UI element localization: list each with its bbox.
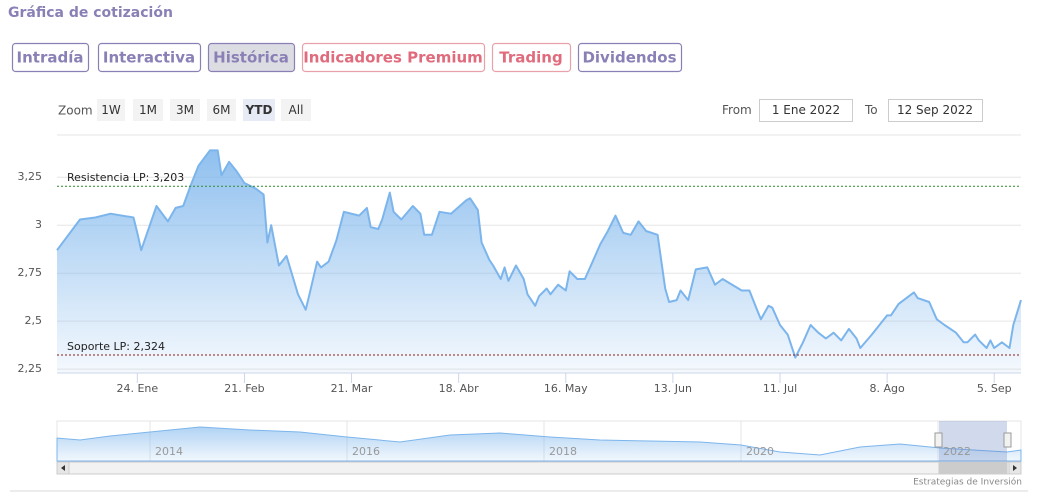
arrow-left bbox=[61, 465, 65, 471]
zoom-button-label: 6M bbox=[213, 103, 231, 117]
tab[interactable] bbox=[301, 42, 486, 73]
tab-label[interactable]: Intradía bbox=[17, 49, 84, 67]
x-tick-label: 24. Ene bbox=[116, 382, 158, 395]
navigator-selection[interactable] bbox=[939, 421, 1007, 461]
zoom-button-label: 1W bbox=[101, 103, 121, 117]
arrow-right bbox=[1013, 465, 1017, 471]
from-value: 1 Ene 2022 bbox=[772, 103, 840, 117]
x-tick-label: 13. Jun bbox=[654, 382, 692, 395]
zoom-button[interactable] bbox=[243, 99, 275, 121]
x-tick-label: 21. Feb bbox=[224, 382, 264, 395]
plot-line-label: Soporte LP: 2,324 bbox=[67, 340, 165, 353]
zoom-label: Zoom bbox=[58, 104, 93, 118]
navigator-label: 2022 bbox=[943, 445, 971, 458]
navigator-label: 2014 bbox=[155, 445, 183, 458]
scroll-thumb[interactable] bbox=[938, 461, 1008, 475]
plot-line-label: Resistencia LP: 3,203 bbox=[67, 171, 184, 184]
navigator: 2014 2016 2018 2020 2022 bbox=[56, 420, 1022, 475]
x-tick-label: 8. Ago bbox=[869, 382, 904, 395]
x-tick-label: 16. May bbox=[544, 382, 588, 395]
zoom-button-label: YTD bbox=[245, 103, 273, 117]
tab[interactable] bbox=[97, 42, 202, 73]
price-area bbox=[57, 150, 1021, 373]
y-tick-label: 3 bbox=[35, 218, 42, 231]
navigator-label: 2020 bbox=[746, 445, 774, 458]
y-tick-label: 2,75 bbox=[18, 266, 43, 279]
x-tick-label: 18. Abr bbox=[439, 382, 479, 395]
y-tick-label: 2,5 bbox=[25, 314, 43, 327]
x-tick-label: 21. Mar bbox=[331, 382, 373, 395]
navigator-handle[interactable] bbox=[934, 432, 943, 448]
from-input[interactable] bbox=[759, 99, 853, 122]
tab[interactable] bbox=[491, 42, 572, 73]
zoom-button-label: All bbox=[289, 103, 304, 117]
zoom-button[interactable] bbox=[97, 99, 125, 121]
tab-label[interactable]: Interactiva bbox=[103, 49, 195, 67]
from-label: From bbox=[722, 103, 752, 117]
to-value: 12 Sep 2022 bbox=[897, 103, 973, 117]
tab[interactable] bbox=[577, 42, 683, 73]
zoom-button-label: 3M bbox=[176, 103, 194, 117]
zoom-button[interactable] bbox=[133, 99, 163, 121]
zoom-button[interactable] bbox=[170, 99, 200, 121]
tab[interactable] bbox=[11, 42, 90, 73]
x-tick-label: 5. Sep bbox=[977, 382, 1012, 395]
y-tick-label: 2,25 bbox=[18, 362, 43, 375]
tab-label[interactable]: Dividendos bbox=[582, 49, 676, 67]
x-tick-label: 11. Jul bbox=[763, 382, 797, 395]
tab-label[interactable]: Histórica bbox=[213, 49, 289, 67]
widget-title: Gráfica de cotización bbox=[8, 5, 173, 21]
tab-label[interactable]: Indicadores Premium bbox=[303, 49, 483, 67]
price-line bbox=[56, 149, 1022, 359]
scrollbar[interactable] bbox=[56, 461, 1022, 475]
y-tick-label: 3,25 bbox=[18, 170, 43, 183]
navigator-label: 2016 bbox=[352, 445, 380, 458]
to-label: To bbox=[864, 103, 878, 117]
tab[interactable] bbox=[207, 42, 296, 73]
navigator-area bbox=[56, 426, 1022, 462]
navigator-label: 2018 bbox=[549, 445, 577, 458]
credit: Estrategias de Inversión bbox=[913, 477, 1022, 488]
zoom-button[interactable] bbox=[207, 99, 236, 121]
navigator-handle[interactable] bbox=[1003, 432, 1012, 448]
tab-label[interactable]: Trading bbox=[499, 49, 562, 67]
zoom-button-label: 1M bbox=[139, 103, 157, 117]
to-input[interactable] bbox=[888, 99, 983, 122]
zoom-button[interactable] bbox=[281, 99, 311, 121]
